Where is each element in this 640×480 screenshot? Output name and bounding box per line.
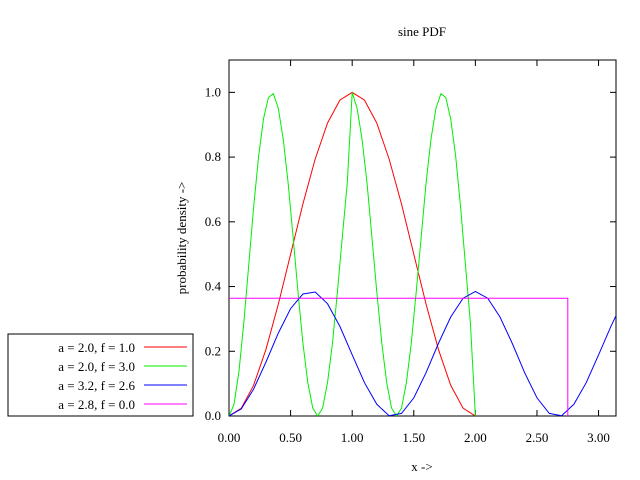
series-line-4 <box>229 297 569 416</box>
legend-label: a = 2.0, f = 3.0 <box>58 359 135 374</box>
legend-label: a = 2.0, f = 1.0 <box>58 340 135 355</box>
legend-label: a = 2.8, f = 0.0 <box>58 397 135 412</box>
y-axis-ticks: 0.0 0.2 0.4 0.6 0.8 1.0 <box>205 84 616 423</box>
chart-title: sine PDF <box>398 24 446 39</box>
x-tick-label: 2.00 <box>464 430 487 445</box>
y-axis-label: probability density -> <box>174 182 189 295</box>
x-tick-label: 0.00 <box>218 430 241 445</box>
plot-frame <box>228 59 617 417</box>
y-tick-label: 0.8 <box>205 149 221 164</box>
legend-box <box>7 333 194 417</box>
series-line-2 <box>229 92 476 416</box>
series-line-3 <box>229 290 616 416</box>
y-tick-label: 0.4 <box>205 279 222 294</box>
x-tick-label: 2.50 <box>526 430 549 445</box>
x-axis-label: x -> <box>411 459 432 474</box>
y-tick-label: 0.2 <box>205 343 221 358</box>
y-tick-label: 1.0 <box>205 84 221 99</box>
legend-label: a = 3.2, f = 2.6 <box>58 378 135 393</box>
series-lines <box>229 91 616 416</box>
x-tick-label: 3.00 <box>587 430 610 445</box>
legend: a = 2.0, f = 1.0 a = 2.0, f = 3.0 a = 3.2,… <box>7 333 194 417</box>
y-tick-label: 0.6 <box>205 214 222 229</box>
series-line-1 <box>229 91 476 416</box>
x-axis-ticks: 0.00 0.50 1.00 1.50 2.00 2.50 3.00 <box>218 60 610 445</box>
x-tick-label: 1.00 <box>341 430 364 445</box>
x-tick-label: 1.50 <box>402 430 425 445</box>
y-tick-label: 0.0 <box>205 408 221 423</box>
x-tick-label: 0.50 <box>279 430 302 445</box>
